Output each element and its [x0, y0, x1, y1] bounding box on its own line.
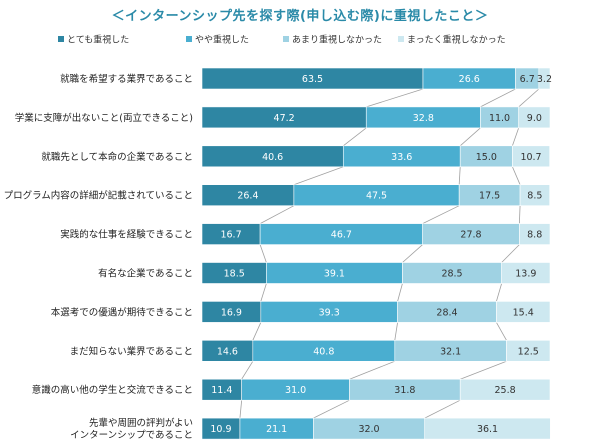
connector-line: [397, 283, 403, 302]
legend-label-1: やや重視した: [195, 34, 249, 46]
bar-segment: [519, 223, 551, 245]
data-label: 63.5: [302, 74, 323, 85]
data-label: 31.0: [285, 385, 306, 396]
legend-label-2: あまり重視しなかった: [292, 34, 382, 46]
connector-line: [313, 399, 350, 419]
data-label: 9.0: [527, 113, 542, 124]
legend-swatch-2: [283, 36, 289, 42]
category-label: まだ知らない業界であること: [70, 345, 193, 357]
connector-line: [343, 127, 367, 147]
connector-line: [518, 88, 540, 108]
data-label: 32.1: [440, 346, 461, 357]
bar-segment: [538, 67, 551, 90]
category-label: 本選考での優遇が期待できること: [51, 306, 193, 318]
bar-segment: [519, 184, 550, 206]
category-label: 先輩や周囲の評判がよい: [89, 417, 193, 429]
connector-line: [496, 283, 503, 302]
legend-swatch-3: [398, 36, 404, 42]
connector-line: [501, 244, 520, 263]
data-label: 8.8: [527, 230, 542, 241]
data-label: 26.4: [237, 191, 258, 202]
data-label: 39.1: [324, 269, 345, 280]
connector-line: [259, 244, 267, 263]
connector-line: [512, 166, 521, 185]
connector-line: [366, 88, 424, 108]
data-label: 11.0: [489, 113, 510, 124]
legend-label-0: とても重視した: [67, 34, 129, 46]
bar-segment: [501, 262, 551, 284]
category-label: 有名な企業であること: [98, 268, 193, 280]
data-label: 27.8: [460, 230, 481, 241]
bar-segment: [512, 145, 550, 168]
category-label: 学業に支障が出ないこと(両立できること): [15, 112, 193, 124]
data-label: 16.9: [221, 307, 242, 318]
data-label: 8.5: [527, 191, 542, 202]
data-label: 15.4: [513, 307, 534, 318]
legend-label-3: まったく重視しなかった: [407, 34, 506, 46]
data-label: 32.0: [358, 424, 379, 435]
data-label: 32.8: [413, 113, 434, 124]
connector-line: [241, 361, 254, 380]
connector-line: [402, 244, 423, 263]
connector-line: [422, 205, 460, 224]
data-label: 25.8: [495, 385, 516, 396]
connector-line: [458, 166, 461, 185]
bar-segment: [518, 106, 551, 129]
data-label: 33.6: [391, 152, 412, 163]
data-label: 47.2: [274, 113, 295, 124]
legend-swatch-1: [186, 36, 192, 42]
category-label: 実践的な仕事を経験できること: [60, 229, 193, 241]
data-label: 15.0: [476, 152, 497, 163]
data-label: 21.1: [266, 424, 287, 435]
connector-line: [394, 322, 398, 341]
connector-line: [293, 166, 344, 186]
category-label: 意識の高い他の学生と交流できること: [32, 384, 193, 396]
data-label: 3.2: [537, 74, 552, 85]
data-label: 6.7: [520, 74, 535, 85]
data-label: 46.7: [331, 230, 352, 241]
data-label: 10.7: [520, 152, 541, 163]
data-label: 10.9: [210, 424, 231, 435]
data-label: 12.5: [518, 346, 539, 357]
connector-line: [480, 88, 516, 108]
data-label: 17.5: [479, 191, 500, 202]
data-label: 39.3: [319, 307, 340, 318]
data-label: 31.8: [394, 385, 415, 396]
connector-line: [512, 127, 520, 146]
data-label: 36.1: [477, 424, 498, 435]
data-label: 13.9: [515, 269, 536, 280]
connector-line: [459, 127, 481, 147]
data-label: 28.4: [436, 307, 457, 318]
connector-line: [424, 399, 461, 419]
data-label: 47.5: [366, 191, 387, 202]
chart-title: ＜インターンシップ先を探す際(申し込む際)に重視したこと＞: [111, 9, 489, 24]
data-label: 26.6: [459, 74, 480, 85]
connector-line: [349, 360, 395, 380]
connector-line: [518, 205, 521, 224]
bar-segment: [424, 417, 551, 440]
bar-segment: [506, 339, 551, 362]
data-label: 14.6: [217, 346, 238, 357]
connector-line: [239, 400, 243, 419]
connector-line: [496, 322, 507, 341]
bar-segment: [496, 301, 551, 323]
bar-segment: [459, 378, 551, 401]
data-label: 16.7: [220, 230, 241, 241]
data-label: 40.8: [313, 346, 334, 357]
category-label: インターンシップであること: [70, 430, 193, 441]
data-label: 18.5: [224, 269, 245, 280]
connector-line: [260, 283, 267, 302]
data-label: 28.5: [441, 269, 462, 280]
connector-line: [259, 205, 295, 224]
legend-swatch-0: [58, 36, 64, 42]
category-label: 就職先として本命の企業であること: [41, 151, 193, 163]
connector-line: [460, 360, 507, 380]
data-label: 40.6: [262, 152, 283, 163]
connector-line: [252, 322, 262, 341]
category-label: 就職を希望する業界であること: [60, 73, 193, 85]
category-label: プログラム内容の詳細が記載されていること: [4, 190, 193, 202]
data-label: 11.4: [211, 385, 232, 396]
